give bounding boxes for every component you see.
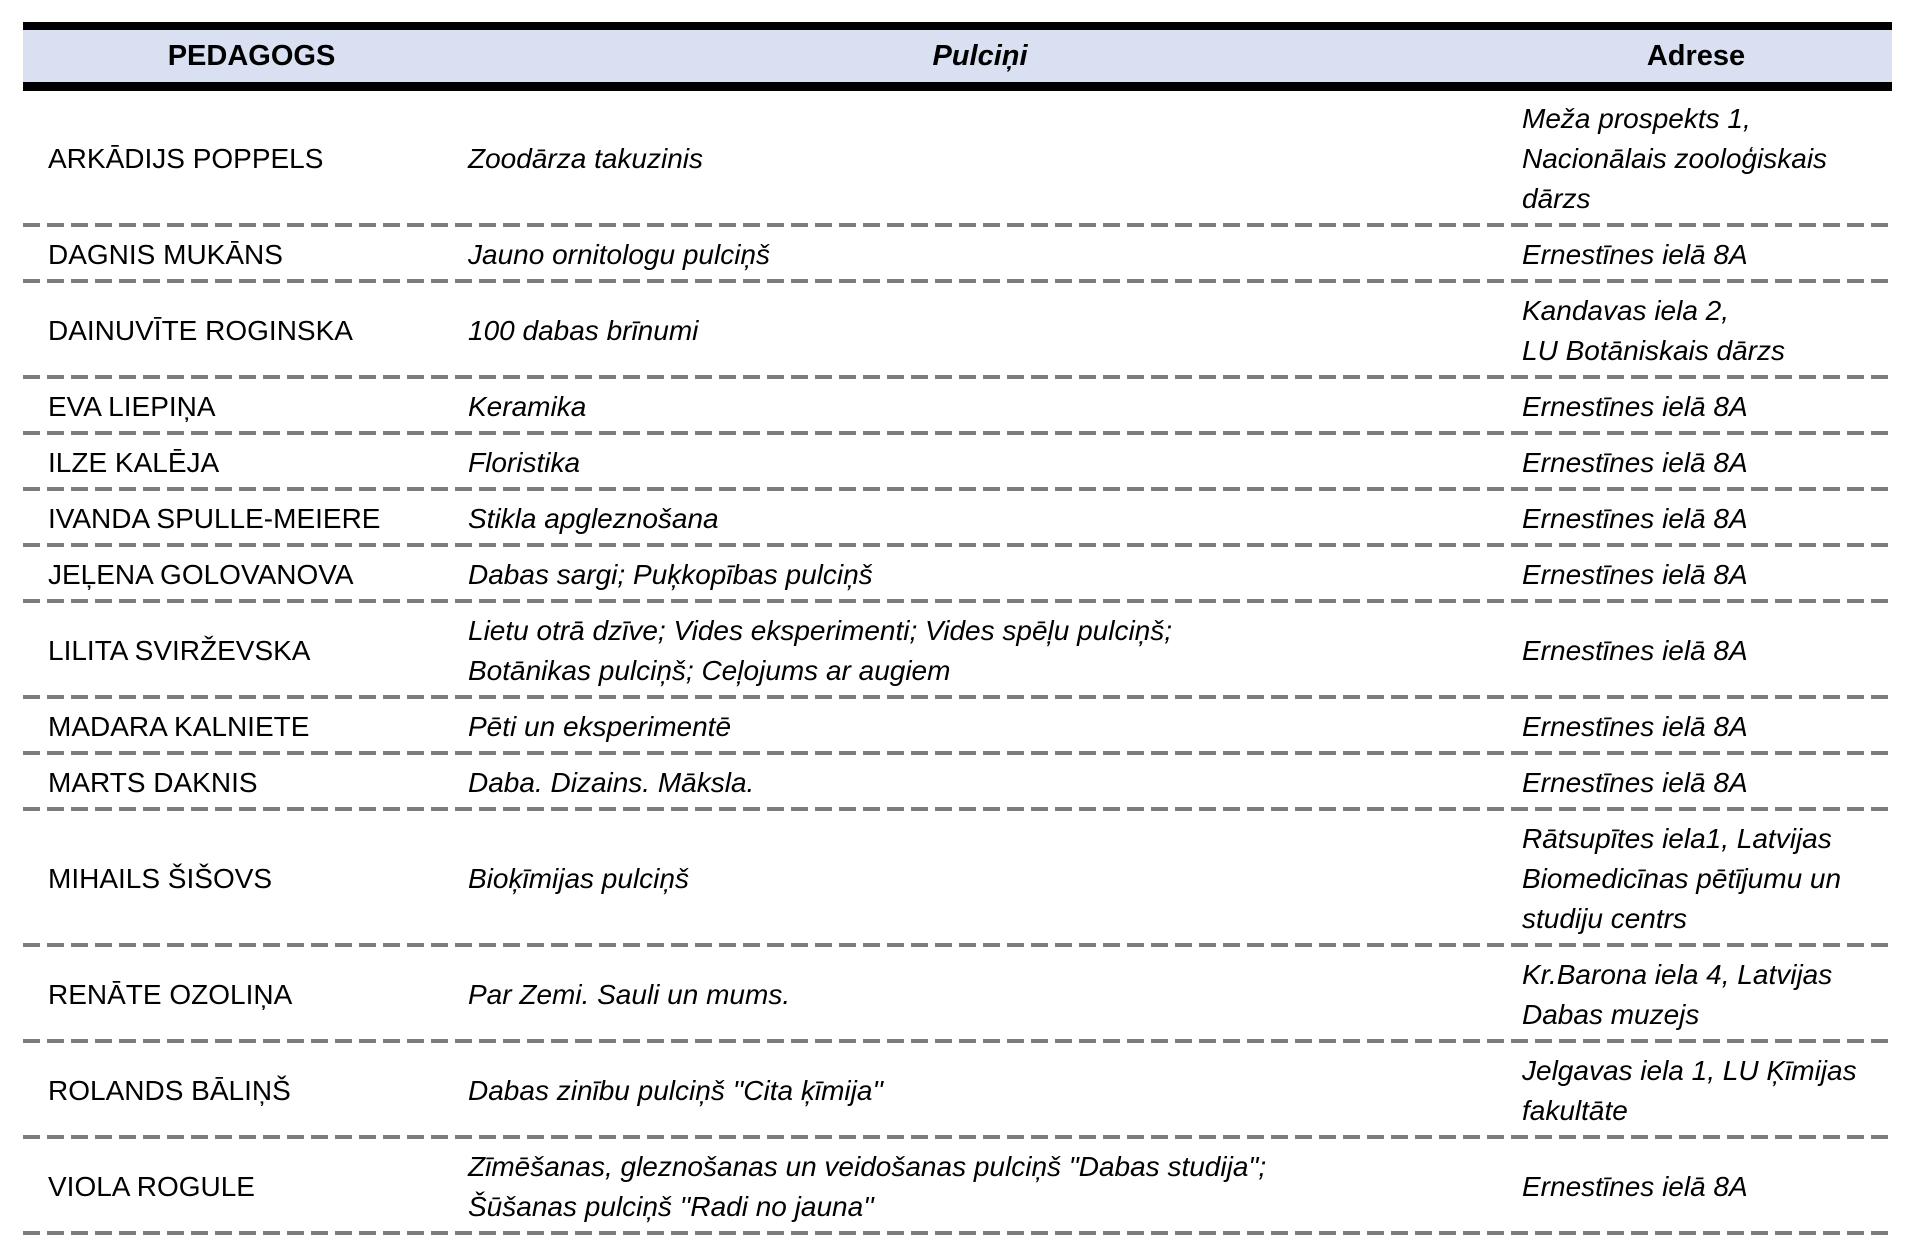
table-row: IVANDA SPULLE-MEIERE Stikla apgleznošana… [23,491,1892,547]
adrese-cell: Ernestīnes ielā 8A [1522,503,1748,534]
table-row: DAGNIS MUKĀNS Jauno ornitologu pulciņš E… [23,227,1892,283]
pulcini-cell: Par Zemi. Sauli un mums. [468,979,791,1010]
pedagogs-cell: ROLANDS BĀLIŅŠ [48,1075,291,1106]
table-row: ARKĀDIJS POPPELS Zoodārza takuzinis Meža… [23,91,1892,227]
pulcini-cell: Pēti un eksperimentē [468,711,732,742]
adrese-cell: Ernestīnes ielā 8A [1522,391,1748,422]
pedagogs-cell: MIHAILS ŠIŠOVS [48,863,273,894]
table-row: MIHAILS ŠIŠOVS Bioķīmijas pulciņš Rātsup… [23,811,1892,947]
header-pulcini: Pulciņi [932,39,1028,72]
table-row: LILITA SVIRŽEVSKA Lietu otrā dzīve; Vide… [23,603,1892,699]
adrese-cell: Kr.Barona iela 4, Latvijas Dabas muzejs [1522,959,1833,1030]
pulcini-cell: Daba. Dizains. Māksla. [468,767,755,798]
pedagogs-cell: MADARA KALNIETE [48,711,310,742]
teachers-table: PEDAGOGS Pulciņi Adrese ARKĀDIJS POPPELS… [23,22,1892,1235]
adrese-cell: Ernestīnes ielā 8A [1522,447,1748,478]
pulcini-cell: Zīmēšanas, gleznošanas un veidošanas pul… [468,1151,1267,1222]
table-row: RENĀTE OZOLIŅA Par Zemi. Sauli un mums. … [23,947,1892,1043]
table-row: ILZE KALĒJA Floristika Ernestīnes ielā 8… [23,435,1892,491]
pulcini-cell: Bioķīmijas pulciņš [468,863,689,894]
pedagogs-cell: EVA LIEPIŅA [48,391,216,422]
adrese-cell: Meža prospekts 1, Nacionālais zooloģiska… [1522,103,1828,214]
pulcini-cell: Floristika [468,447,581,478]
pedagogs-cell: ILZE KALĒJA [48,447,220,478]
table-row: EVA LIEPIŅA Keramika Ernestīnes ielā 8A [23,379,1892,435]
pulcini-cell: Stikla apgleznošana [468,503,719,534]
adrese-cell: Kandavas iela 2, LU Botāniskais dārzs [1522,295,1786,366]
adrese-cell: Ernestīnes ielā 8A [1522,559,1748,590]
pedagogs-cell: RENĀTE OZOLIŅA [48,979,293,1010]
pulcini-cell: Lietu otrā dzīve; Vides eksperimenti; Vi… [468,615,1173,686]
pulcini-cell: 100 dabas brīnumi [468,315,699,346]
pedagogs-cell: VIOLA ROGULE [48,1171,255,1202]
pedagogs-cell: IVANDA SPULLE-MEIERE [48,503,381,534]
header-pedagogs: PEDAGOGS [167,39,336,72]
adrese-cell: Ernestīnes ielā 8A [1522,767,1748,798]
pedagogs-cell: LILITA SVIRŽEVSKA [48,635,311,666]
pulcini-cell: Dabas zinību pulciņš ''Cita ķīmija'' [468,1075,884,1106]
adrese-cell: Ernestīnes ielā 8A [1522,711,1748,742]
table-header: PEDAGOGS Pulciņi Adrese [23,22,1892,91]
pulcini-cell: Dabas sargi; Puķkopības pulciņš [468,559,873,590]
table-row: ROLANDS BĀLIŅŠ Dabas zinību pulciņš ''Ci… [23,1043,1892,1139]
adrese-cell: Jelgavas iela 1, LU Ķīmijas fakultāte [1522,1055,1857,1126]
adrese-cell: Rātsupītes iela1, Latvijas Biomedicīnas … [1522,823,1842,934]
pedagogs-cell: DAGNIS MUKĀNS [48,239,283,270]
table-row: MADARA KALNIETE Pēti un eksperimentē Ern… [23,699,1892,755]
adrese-cell: Ernestīnes ielā 8A [1522,239,1748,270]
table-row: JEĻENA GOLOVANOVA Dabas sargi; Puķkopība… [23,547,1892,603]
pedagogs-cell: MARTS DAKNIS [48,767,258,798]
pulcini-cell: Zoodārza takuzinis [468,143,704,174]
table-row: VIOLA ROGULE Zīmēšanas, gleznošanas un v… [23,1139,1892,1235]
pedagogs-cell: DAINUVĪTE ROGINSKA [48,315,353,346]
pulcini-cell: Keramika [468,391,587,422]
table-body: ARKĀDIJS POPPELS Zoodārza takuzinis Meža… [23,91,1892,1235]
pedagogs-cell: ARKĀDIJS POPPELS [48,143,324,174]
table-row: DAINUVĪTE ROGINSKA 100 dabas brīnumi Kan… [23,283,1892,379]
adrese-cell: Ernestīnes ielā 8A [1522,635,1748,666]
table-row: MARTS DAKNIS Daba. Dizains. Māksla. Erne… [23,755,1892,811]
adrese-cell: Ernestīnes ielā 8A [1522,1171,1748,1202]
header-adrese: Adrese [1646,39,1746,72]
pedagogs-cell: JEĻENA GOLOVANOVA [48,559,354,590]
pulcini-cell: Jauno ornitologu pulciņš [468,239,770,270]
